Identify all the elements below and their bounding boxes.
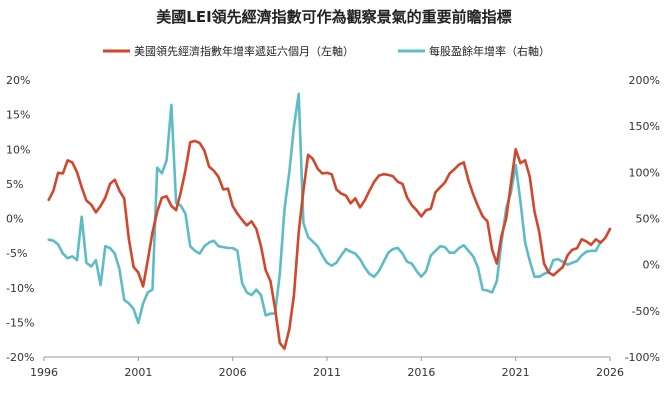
left-axis-tick-label: 20% — [6, 74, 30, 87]
left-axis-tick-label: -5% — [6, 247, 27, 260]
right-axis-tick-label: 0% — [643, 259, 660, 272]
left-axis-tick-label: -10% — [6, 282, 34, 295]
x-axis-tick-label: 2006 — [219, 366, 247, 379]
right-axis-tick-label: 50% — [636, 213, 660, 226]
lei-series-line — [47, 139, 612, 350]
x-axis: 1996 2001 2006 2011 2016 2021 2026 — [30, 357, 624, 379]
right-axis-tick-label: -100% — [625, 351, 660, 364]
right-axis-tick-label: 100% — [629, 166, 660, 179]
left-axis-tick-label: 15% — [6, 109, 30, 122]
right-axis-tick-label: 150% — [629, 120, 660, 133]
left-axis-tick-label: -15% — [6, 316, 34, 329]
chart-title: 美國LEI領先經濟指數可作為觀察景氣的重要前瞻指標 — [156, 8, 511, 26]
left-y-axis: 20% 15% 10% 5% 0% -5% -10% -15% -20% — [6, 74, 34, 364]
left-axis-tick-label: 5% — [6, 178, 23, 191]
x-axis-tick-label: 2021 — [502, 366, 530, 379]
right-axis-tick-label: -50% — [632, 305, 660, 318]
eps-series-line — [47, 92, 602, 325]
legend-label-lei: 美國領先經濟指數年增率遞延六個月（左軸） — [134, 44, 354, 58]
left-axis-tick-label: -20% — [6, 351, 34, 364]
right-axis-tick-label: 200% — [629, 74, 660, 87]
left-axis-tick-label: 10% — [6, 143, 30, 156]
right-y-axis: 200% 150% 100% 50% 0% -50% -100% — [625, 74, 660, 364]
x-axis-tick-label: 2001 — [124, 366, 152, 379]
x-axis-tick-label: 2011 — [313, 366, 341, 379]
x-axis-tick-label: 1996 — [30, 366, 58, 379]
left-axis-tick-label: 0% — [6, 213, 23, 226]
x-axis-tick-label: 2026 — [596, 366, 624, 379]
legend: 美國領先經濟指數年增率遞延六個月（左軸） 每股盈餘年增率（右軸） — [103, 44, 550, 58]
series-layer — [47, 92, 612, 350]
legend-label-eps: 每股盈餘年增率（右軸） — [429, 44, 550, 58]
x-axis-tick-label: 2016 — [407, 366, 435, 379]
